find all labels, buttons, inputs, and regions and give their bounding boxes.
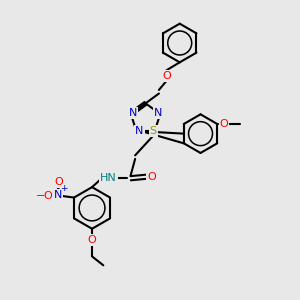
Text: O: O xyxy=(88,235,96,245)
Text: S: S xyxy=(150,126,157,136)
Text: +: + xyxy=(61,184,68,193)
Text: HN: HN xyxy=(100,173,117,183)
Text: O: O xyxy=(162,71,171,81)
Text: −: − xyxy=(36,191,45,201)
Text: O: O xyxy=(43,191,52,201)
Text: O: O xyxy=(55,177,64,187)
Text: O: O xyxy=(147,172,156,182)
Text: N: N xyxy=(154,108,162,118)
Text: N: N xyxy=(53,190,62,200)
Text: N: N xyxy=(129,108,137,118)
Text: N: N xyxy=(135,126,144,136)
Text: O: O xyxy=(219,119,228,129)
